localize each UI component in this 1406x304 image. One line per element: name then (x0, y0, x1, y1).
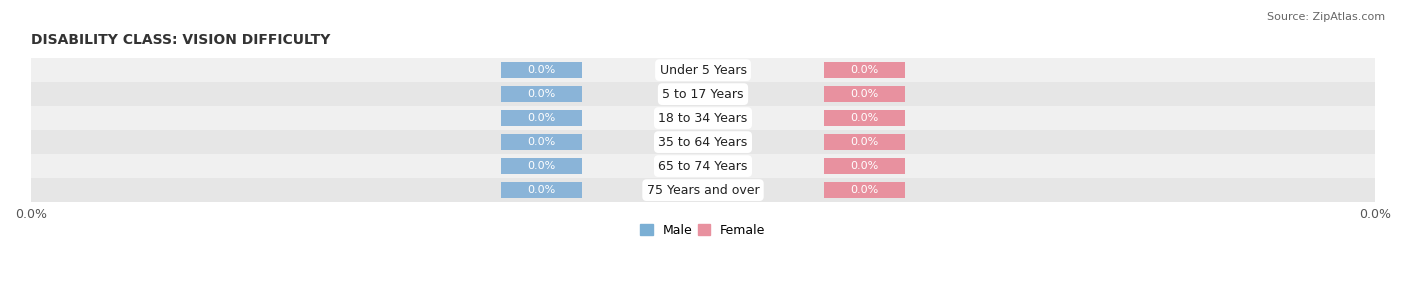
Bar (824, 86, 904, 102)
Text: 0.0%: 0.0% (851, 161, 879, 171)
Bar (31, 82, 1375, 106)
Bar (824, 182, 904, 198)
Bar (31, 58, 1375, 82)
Bar (502, 158, 582, 174)
Text: 0.0%: 0.0% (851, 137, 879, 147)
Bar (502, 182, 582, 198)
Text: 5 to 17 Years: 5 to 17 Years (662, 88, 744, 101)
Bar (502, 110, 582, 126)
Bar (31, 178, 1375, 202)
Bar (31, 106, 1375, 130)
Bar (824, 134, 904, 150)
Bar (502, 134, 582, 150)
Text: 0.0%: 0.0% (851, 113, 879, 123)
Bar (824, 110, 904, 126)
Bar (502, 86, 582, 102)
Text: 75 Years and over: 75 Years and over (647, 184, 759, 197)
Text: 0.0%: 0.0% (527, 185, 555, 195)
Text: 0.0%: 0.0% (527, 161, 555, 171)
Text: 0.0%: 0.0% (527, 137, 555, 147)
Bar (502, 62, 582, 78)
Legend: Male, Female: Male, Female (636, 219, 770, 242)
Text: 18 to 34 Years: 18 to 34 Years (658, 112, 748, 125)
Text: 0.0%: 0.0% (851, 185, 879, 195)
Bar (824, 62, 904, 78)
Text: 0.0%: 0.0% (527, 89, 555, 99)
Text: 0.0%: 0.0% (851, 65, 879, 75)
Text: 65 to 74 Years: 65 to 74 Years (658, 160, 748, 173)
Text: Under 5 Years: Under 5 Years (659, 64, 747, 77)
Text: Source: ZipAtlas.com: Source: ZipAtlas.com (1267, 12, 1385, 22)
Bar (31, 130, 1375, 154)
Text: DISABILITY CLASS: VISION DIFFICULTY: DISABILITY CLASS: VISION DIFFICULTY (31, 33, 330, 47)
Text: 0.0%: 0.0% (527, 113, 555, 123)
Text: 0.0%: 0.0% (851, 89, 879, 99)
Bar (31, 154, 1375, 178)
Bar (824, 158, 904, 174)
Text: 0.0%: 0.0% (527, 65, 555, 75)
Text: 35 to 64 Years: 35 to 64 Years (658, 136, 748, 149)
